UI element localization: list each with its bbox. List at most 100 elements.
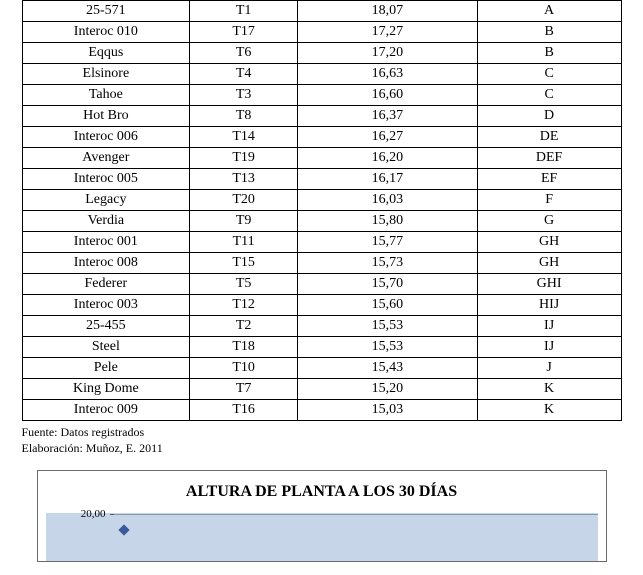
table-cell: 16,60 xyxy=(298,85,478,106)
table-cell: T18 xyxy=(190,337,298,358)
table-cell: 15,03 xyxy=(298,400,478,421)
table-row: VerdiaT915,80G xyxy=(22,211,621,232)
table-cell: 15,53 xyxy=(298,316,478,337)
table-cell: T9 xyxy=(190,211,298,232)
table-row: TahoeT316,60C xyxy=(22,85,621,106)
table-cell: EF xyxy=(477,169,621,190)
table-cell: D xyxy=(477,106,621,127)
table-cell: King Dome xyxy=(22,379,190,400)
table-cell: Steel xyxy=(22,337,190,358)
plot-background xyxy=(114,514,598,561)
table-cell: T5 xyxy=(190,274,298,295)
table-cell: T12 xyxy=(190,295,298,316)
table-cell: 15,77 xyxy=(298,232,478,253)
table-row: Interoc 005T1316,17EF xyxy=(22,169,621,190)
table-cell: K xyxy=(477,400,621,421)
table-row: ElsinoreT416,63C xyxy=(22,64,621,85)
table-cell: A xyxy=(477,1,621,22)
table-row: FedererT515,70GHI xyxy=(22,274,621,295)
table-cell: B xyxy=(477,22,621,43)
table-row: King DomeT715,20K xyxy=(22,379,621,400)
table-cell: T19 xyxy=(190,148,298,169)
table-cell: T3 xyxy=(190,85,298,106)
table-cell: Interoc 009 xyxy=(22,400,190,421)
table-row: Interoc 001T1115,77GH xyxy=(22,232,621,253)
table-row: LegacyT2016,03F xyxy=(22,190,621,211)
table-cell: Interoc 010 xyxy=(22,22,190,43)
table-cell: DEF xyxy=(477,148,621,169)
table-cell: Eqqus xyxy=(22,43,190,64)
table-cell: DE xyxy=(477,127,621,148)
y-tick-label: 20,00 xyxy=(70,508,106,520)
table-row: PeleT1015,43J xyxy=(22,358,621,379)
table-cell: 15,43 xyxy=(298,358,478,379)
table-cell: 16,27 xyxy=(298,127,478,148)
table-cell: T15 xyxy=(190,253,298,274)
table-cell: T2 xyxy=(190,316,298,337)
table-cell: 17,27 xyxy=(298,22,478,43)
table-cell: Interoc 001 xyxy=(22,232,190,253)
table-cell: 15,73 xyxy=(298,253,478,274)
table-cell: C xyxy=(477,85,621,106)
table-cell: T11 xyxy=(190,232,298,253)
table-cell: T1 xyxy=(190,1,298,22)
table-cell: 25-571 xyxy=(22,1,190,22)
table-cell: GH xyxy=(477,253,621,274)
table-cell: 16,63 xyxy=(298,64,478,85)
table-cell: T14 xyxy=(190,127,298,148)
table-cell: Hot Bro xyxy=(22,106,190,127)
caption-author: Elaboración: Muñoz, E. 2011 xyxy=(22,440,622,456)
series-marker xyxy=(118,525,129,536)
table-row: Interoc 003T1215,60HIJ xyxy=(22,295,621,316)
table-cell: 15,53 xyxy=(298,337,478,358)
table-caption: Fuente: Datos registrados Elaboración: M… xyxy=(22,424,622,456)
table-cell: G xyxy=(477,211,621,232)
table-cell: Interoc 008 xyxy=(22,253,190,274)
caption-source: Fuente: Datos registrados xyxy=(22,424,622,440)
table-cell: B xyxy=(477,43,621,64)
table-cell: Interoc 006 xyxy=(22,127,190,148)
table-cell: Tahoe xyxy=(22,85,190,106)
table-cell: GHI xyxy=(477,274,621,295)
table-cell: Elsinore xyxy=(22,64,190,85)
chart-container: ALTURA DE PLANTA A LOS 30 DÍAS 20,00 xyxy=(37,470,607,562)
table-cell: GH xyxy=(477,232,621,253)
table-cell: Federer xyxy=(22,274,190,295)
table-row: 25-455T215,53IJ xyxy=(22,316,621,337)
gridline xyxy=(114,514,598,515)
table-cell: HIJ xyxy=(477,295,621,316)
table-row: Hot BroT816,37D xyxy=(22,106,621,127)
table-cell: 16,17 xyxy=(298,169,478,190)
table-cell: T6 xyxy=(190,43,298,64)
table-cell: Interoc 005 xyxy=(22,169,190,190)
table-cell: C xyxy=(477,64,621,85)
table-cell: T17 xyxy=(190,22,298,43)
table-cell: 15,70 xyxy=(298,274,478,295)
table-cell: 15,80 xyxy=(298,211,478,232)
table-cell: T4 xyxy=(190,64,298,85)
table-cell: K xyxy=(477,379,621,400)
table-cell: T10 xyxy=(190,358,298,379)
table-cell: 15,60 xyxy=(298,295,478,316)
table-row: 25-571T118,07A xyxy=(22,1,621,22)
chart-title: ALTURA DE PLANTA A LOS 30 DÍAS xyxy=(46,483,598,501)
table-row: AvengerT1916,20DEF xyxy=(22,148,621,169)
table-cell: T8 xyxy=(190,106,298,127)
table-row: Interoc 010T1717,27B xyxy=(22,22,621,43)
table-cell: Verdia xyxy=(22,211,190,232)
table-cell: T20 xyxy=(190,190,298,211)
table-cell: T13 xyxy=(190,169,298,190)
table-cell: 16,37 xyxy=(298,106,478,127)
data-table: 25-571T118,07AInteroc 010T1717,27BEqqusT… xyxy=(22,0,622,421)
table-row: Interoc 008T1515,73GH xyxy=(22,253,621,274)
table-cell: T16 xyxy=(190,400,298,421)
table-cell: Avenger xyxy=(22,148,190,169)
table-cell: T7 xyxy=(190,379,298,400)
table-row: Interoc 009T1615,03K xyxy=(22,400,621,421)
table-cell: 17,20 xyxy=(298,43,478,64)
table-cell: 15,20 xyxy=(298,379,478,400)
table-row: SteelT1815,53IJ xyxy=(22,337,621,358)
table-cell: Interoc 003 xyxy=(22,295,190,316)
chart-plot-area: 20,00 xyxy=(46,513,598,561)
table-cell: IJ xyxy=(477,337,621,358)
